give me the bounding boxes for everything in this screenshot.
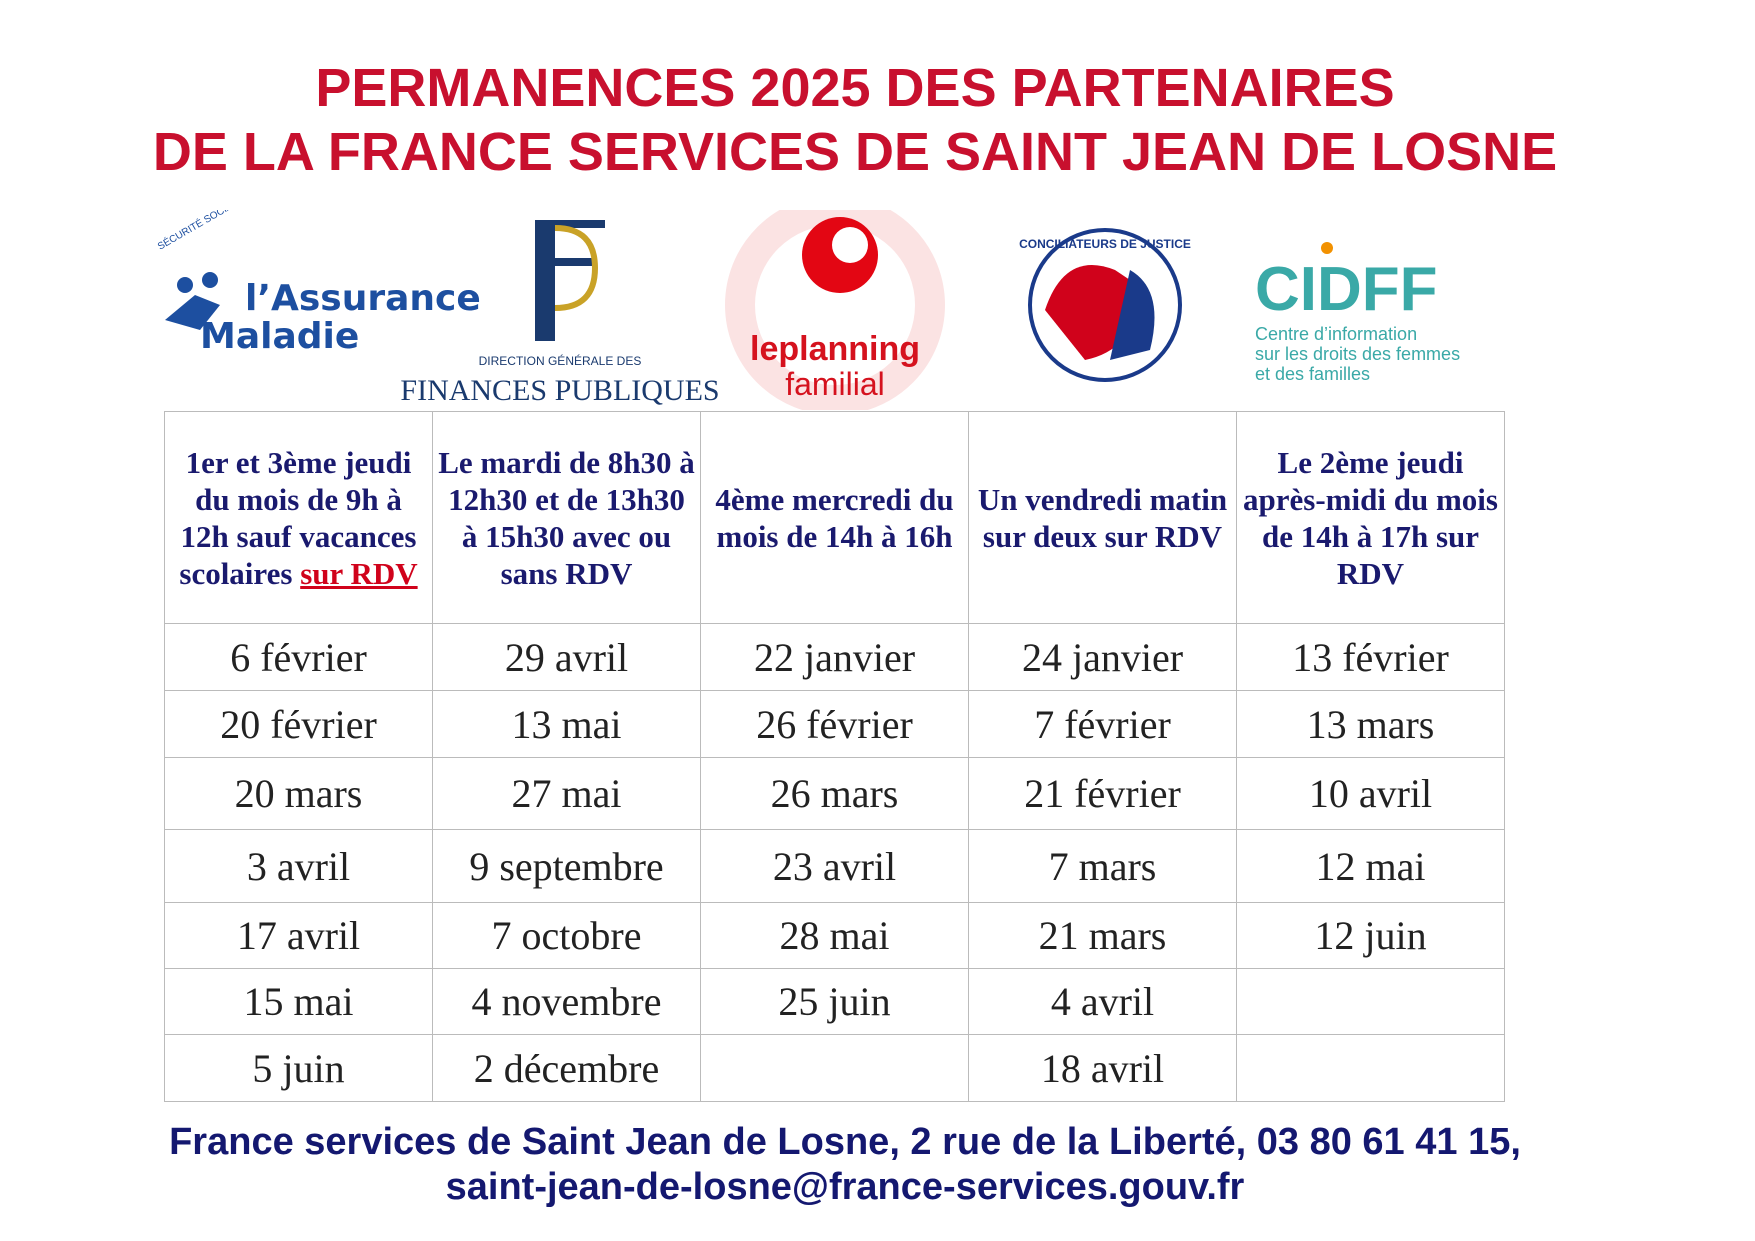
cell (700, 1034, 969, 1102)
cell: 4 avril (968, 968, 1237, 1035)
header-cell: 1er et 3ème jeudi du mois de 9h à 12h sa… (164, 411, 433, 624)
cell: 5 juin (164, 1034, 433, 1102)
footer-email: saint-jean-de-losne@france-services.gouv… (445, 1166, 1245, 1208)
cell: 7 mars (968, 829, 1237, 903)
logo-text: DIRECTION GÉNÉRALE DES (479, 353, 642, 368)
row: 20 février 13 mai 26 février 7 février 13 ma… (164, 690, 1505, 758)
cell: 25 juin (700, 968, 969, 1035)
logo-planning-familial: leplanning familial (725, 210, 945, 410)
row: 17 avril 7 octobre 28 mai 21 mars 12 juin (164, 902, 1505, 969)
header-text: 1er et 3ème jeudi du mois de 9h à 12h sa… (179, 444, 417, 591)
header-text: Le 2ème jeudi après-midi du mois de 14h … (1243, 444, 1498, 591)
row: 6 février 29 avril 22 janvier 24 janvier 13 … (164, 623, 1505, 691)
logo-text: familial (785, 366, 885, 402)
logo-text: CIDFF (1255, 255, 1438, 324)
cell (1236, 1034, 1505, 1102)
header-cell: Le mardi de 8h30 à 12h30 et de 13h30 à 1… (432, 411, 701, 624)
logo-text: leplanning (750, 330, 920, 368)
logo-assurance-maladie: SÉCURITÉ SOCIALE l’Assurance Maladie (155, 210, 481, 357)
logos: SÉCURITÉ SOCIALE l’Assurance Maladie DIR… (155, 210, 1460, 410)
logo-text: Centre d’information (1255, 324, 1417, 344)
cell: 21 mars (968, 902, 1237, 969)
cell: 21 février (968, 757, 1237, 830)
cell: 6 février (164, 623, 433, 691)
cell: 12 mai (1236, 829, 1505, 903)
footer-address: France services de Saint Jean de Losne, … (169, 1121, 1521, 1163)
logo-text: l’Assurance (245, 278, 481, 319)
cell (1236, 968, 1505, 1035)
header-text: Un vendredi matin sur deux sur RDV (977, 481, 1228, 554)
cell: 13 février (1236, 623, 1505, 691)
cell: 22 janvier (700, 623, 969, 691)
cell: 24 janvier (968, 623, 1237, 691)
header-cell: Un vendredi matin sur deux sur RDV (968, 411, 1237, 624)
logo-text: SÉCURITÉ SOCIALE (155, 210, 246, 253)
row: 15 mai 4 novembre 25 juin 4 avril (164, 968, 1505, 1035)
cell: 26 février (700, 690, 969, 758)
cell: 9 septembre (432, 829, 701, 903)
logo-text: et des familles (1255, 364, 1370, 384)
row: 3 avril 9 septembre 23 avril 7 mars 12 mai (164, 829, 1505, 903)
cell: 17 avril (164, 902, 433, 969)
cell: 20 mars (164, 757, 433, 830)
header-text: 4ème mercredi du mois de 14h à 16h (715, 481, 954, 554)
cell: 4 novembre (432, 968, 701, 1035)
header-text: Le mardi de 8h30 à 12h30 et de 13h30 à 1… (438, 444, 695, 591)
header-cell: Le 2ème jeudi après-midi du mois de 14h … (1236, 411, 1505, 624)
row: 5 juin 2 décembre 18 avril (164, 1034, 1505, 1102)
logo-text: Maladie (200, 316, 359, 357)
logo-dgfip: DIRECTION GÉNÉRALE DES FINANCES PUBLIQUE… (400, 220, 720, 407)
header-cell: 4ème mercredi du mois de 14h à 16h (700, 411, 969, 624)
cell: 3 avril (164, 829, 433, 903)
logo-text: sur les droits des femmes (1255, 344, 1460, 364)
cell: 7 octobre (432, 902, 701, 969)
cell: 2 décembre (432, 1034, 701, 1102)
cell: 28 mai (700, 902, 969, 969)
cell: 10 avril (1236, 757, 1505, 830)
logo-text: FINANCES PUBLIQUES (400, 374, 719, 407)
logo-cidff: CIDFF Centre d’information sur les droit… (1255, 242, 1460, 384)
title: DE LA FRANCE SERVICES DE SAINT JEAN DE L… (152, 122, 1558, 182)
header-row: 1er et 3ème jeudi du mois de 9h à 12h sa… (164, 411, 1505, 624)
title: PERMANENCES 2025 DES PARTENAIRES (315, 58, 1395, 118)
schedule-table: 1er et 3ème jeudi du mois de 9h à 12h sa… (164, 411, 1505, 1102)
header-emphasis: sur RDV (300, 555, 418, 591)
cell: 26 mars (700, 757, 969, 830)
row: 20 mars 27 mai 26 mars 21 février 10 avril (164, 757, 1505, 830)
logo-text: CONCILIATEURS DE JUSTICE (1019, 237, 1191, 251)
cell: 13 mars (1236, 690, 1505, 758)
cell: 27 mai (432, 757, 701, 830)
logo-conciliateurs: CONCILIATEURS DE JUSTICE (1019, 228, 1191, 382)
cell: 23 avril (700, 829, 969, 903)
cell: 13 mai (432, 690, 701, 758)
cell: 15 mai (164, 968, 433, 1035)
cell: 7 février (968, 690, 1237, 758)
cell: 12 juin (1236, 902, 1505, 969)
cell: 20 février (164, 690, 433, 758)
cell: 18 avril (968, 1034, 1237, 1102)
cell: 29 avril (432, 623, 701, 691)
